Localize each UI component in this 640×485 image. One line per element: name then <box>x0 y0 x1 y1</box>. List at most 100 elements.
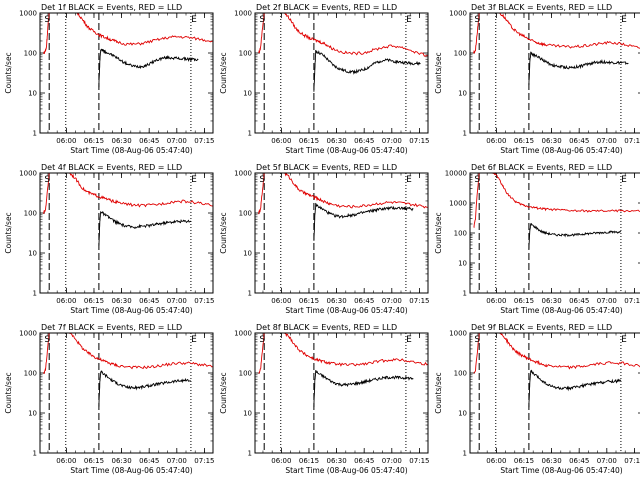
x-tick-label: 06:15 <box>299 297 319 305</box>
x-tick-label: 06:15 <box>514 457 534 465</box>
end-marker-label: E <box>406 335 412 345</box>
y-tick-label: 10 <box>28 90 37 98</box>
y-tick-label: 1 <box>463 450 467 458</box>
x-tick-label: 06:45 <box>569 137 589 145</box>
x-axis-label: Start Time (08-Aug-06 05:47:40) <box>285 466 407 475</box>
events-series-line <box>313 369 414 408</box>
start-marker-label: S <box>44 335 50 345</box>
x-axis-label: Start Time (08-Aug-06 05:47:40) <box>70 146 192 155</box>
plot-area <box>473 13 640 133</box>
events-series-line <box>313 49 421 92</box>
plot-area <box>258 173 428 293</box>
x-tick-label: 06:15 <box>84 297 104 305</box>
end-marker-label: E <box>191 15 197 25</box>
chart-title: Det 6f BLACK = Events, RED = LLD <box>471 163 612 172</box>
x-tick-label: 06:30 <box>111 297 131 305</box>
x-tick-label: 06:45 <box>139 137 159 145</box>
y-tick-label: 10 <box>458 260 467 268</box>
plot-frame <box>469 172 640 294</box>
lld-series-line <box>473 333 640 374</box>
plot-frame <box>469 12 640 134</box>
chart-title: Det 9f BLACK = Events, RED = LLD <box>471 323 612 332</box>
x-tick-label: 06:00 <box>486 137 506 145</box>
chart-panel: Det 1f BLACK = Events, RED = LLD Counts/s… <box>4 3 214 155</box>
x-tick-label: 06:30 <box>541 457 561 465</box>
x-tick-label: 07:15 <box>409 137 429 145</box>
y-tick-label: 1 <box>33 290 37 298</box>
y-axis-label: Counts/sec <box>434 372 443 413</box>
x-tick-label: 06:30 <box>541 297 561 305</box>
events-series-line <box>98 210 192 246</box>
start-marker-label: S <box>259 175 265 185</box>
x-tick-label: 06:30 <box>326 137 346 145</box>
lld-series-line <box>258 173 428 215</box>
start-marker-label: S <box>259 15 265 25</box>
chart-title: Det 5f BLACK = Events, RED = LLD <box>256 163 397 172</box>
plot-area <box>473 333 640 453</box>
start-marker-label: S <box>474 175 480 185</box>
x-axis-label: Start Time (08-Aug-06 05:47:40) <box>500 306 622 315</box>
plot-frame <box>254 12 429 134</box>
x-tick-label: 07:00 <box>382 137 402 145</box>
y-tick-label: 1000 <box>19 170 37 178</box>
y-tick-label: 10 <box>28 250 37 258</box>
y-tick-label: 10 <box>458 90 467 98</box>
y-tick-label: 100 <box>24 370 37 378</box>
y-tick-label: 10000 <box>445 170 467 178</box>
events-series-line <box>98 370 191 407</box>
x-axis-label: Start Time (08-Aug-06 05:47:40) <box>285 306 407 315</box>
x-tick-label: 06:15 <box>514 297 534 305</box>
y-tick-label: 100 <box>24 210 37 218</box>
end-marker-label: E <box>191 175 197 185</box>
lld-series-line <box>43 333 213 375</box>
chart-title: Det 7f BLACK = Events, RED = LLD <box>41 323 182 332</box>
y-axis-label: Counts/sec <box>4 212 13 253</box>
x-tick-label: 06:15 <box>84 137 104 145</box>
y-axis-label: Counts/sec <box>434 212 443 253</box>
x-tick-label: 06:45 <box>354 137 374 145</box>
x-tick-label: 06:45 <box>139 297 159 305</box>
chart-title: Det 2f BLACK = Events, RED = LLD <box>256 3 397 12</box>
start-marker-label: S <box>44 15 50 25</box>
y-tick-label: 1 <box>463 130 467 138</box>
y-tick-label: 10 <box>243 90 252 98</box>
y-tick-label: 1000 <box>19 330 37 338</box>
x-tick-label: 07:00 <box>597 137 617 145</box>
x-tick-label: 06:15 <box>299 457 319 465</box>
lld-series-line <box>258 13 428 57</box>
y-axis-label: Counts/sec <box>219 52 228 93</box>
y-axis-label: Counts/sec <box>219 212 228 253</box>
events-series-line <box>528 51 629 86</box>
y-tick-label: 1 <box>248 130 252 138</box>
y-axis-label: Counts/sec <box>4 372 13 413</box>
start-marker-label: S <box>44 175 50 185</box>
start-marker-label: S <box>474 335 480 345</box>
chart-panel: Det 6f BLACK = Events, RED = LLD Counts/s… <box>434 163 640 315</box>
y-tick-label: 1000 <box>449 10 467 18</box>
x-tick-label: 06:00 <box>486 457 506 465</box>
chart-title: Det 1f BLACK = Events, RED = LLD <box>41 3 182 12</box>
y-tick-label: 1000 <box>234 170 252 178</box>
y-tick-label: 10 <box>243 250 252 258</box>
x-tick-label: 06:15 <box>514 137 534 145</box>
chart-panel: Det 7f BLACK = Events, RED = LLD Counts/s… <box>4 323 214 475</box>
plot-frame <box>39 172 214 294</box>
plot-frame <box>39 12 214 134</box>
x-tick-label: 06:30 <box>111 457 131 465</box>
end-marker-label: E <box>406 175 412 185</box>
y-tick-label: 1 <box>33 130 37 138</box>
end-marker-label: E <box>191 335 197 345</box>
y-tick-label: 1 <box>463 290 467 298</box>
x-tick-label: 07:00 <box>167 457 187 465</box>
chart-panel: Det 5f BLACK = Events, RED = LLD Counts/s… <box>219 163 429 315</box>
chart-title: Det 4f BLACK = Events, RED = LLD <box>41 163 182 172</box>
lld-series-line <box>43 173 213 214</box>
start-marker-label: S <box>474 15 480 25</box>
end-marker-label: E <box>621 175 627 185</box>
y-tick-label: 10 <box>458 410 467 418</box>
plot-area <box>43 13 213 133</box>
plot-frame <box>39 332 214 454</box>
end-marker-label: E <box>406 15 412 25</box>
